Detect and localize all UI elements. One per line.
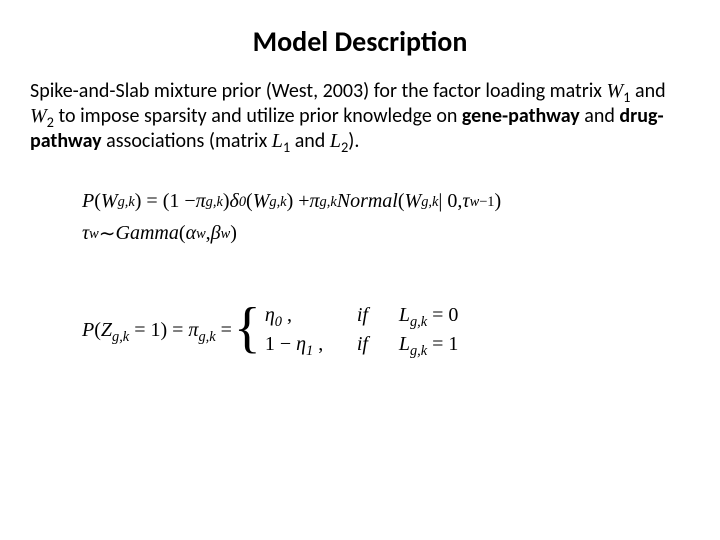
slide: Model Description Spike-and-Slab mixture… (0, 0, 720, 540)
para-text: Spike-and-Slab mixture prior (West, 2003… (30, 79, 607, 103)
para-text: associations (matrix (102, 129, 272, 153)
eq-symbol: ) (223, 190, 230, 213)
eq-symbol: 1 − (265, 333, 296, 355)
eq-symbol: , (313, 333, 323, 355)
eq-symbol: = 1) = (129, 319, 188, 341)
eq-symbol: η (265, 304, 275, 326)
eq-word-gamma: Gamma (116, 222, 179, 245)
eq-symbol: β (211, 222, 221, 245)
eq-symbol: P (82, 319, 94, 341)
eq-subscript: g,k (112, 329, 129, 345)
eq-symbol: τ (82, 222, 89, 245)
eq-symbol: W (405, 190, 422, 213)
equation-prior-w: P(Wg,k) = (1 − πg,k)δ0(Wg,k) + πg,kNorma… (82, 190, 690, 213)
eq-symbol: ( (94, 190, 101, 213)
eq-symbol: π (310, 190, 320, 213)
var-l1: L (272, 130, 283, 152)
var-w1: W (607, 80, 624, 102)
eq-subscript: g,k (410, 343, 427, 359)
eq-symbol: τ (462, 190, 469, 213)
eq-symbol: W (253, 190, 270, 213)
para-text: and (290, 129, 330, 153)
eq-symbol: = 0 (427, 304, 458, 326)
eq-symbol: ) (495, 190, 502, 213)
brace-icon: { (234, 300, 261, 356)
case-if: if (357, 333, 399, 356)
eq-subscript: g,k (198, 329, 215, 345)
case-condition: Lg,k = 0 (399, 304, 459, 327)
eq-symbol: ) = (1 − (135, 190, 196, 213)
equation-z-prior: P(Zg,k = 1) = πg,k = { η0 , if Lg,k = 0 … (82, 302, 690, 358)
eq-symbol: ( (94, 319, 101, 341)
equation-block-1: P(Wg,k) = (1 − πg,k)δ0(Wg,k) + πg,kNorma… (82, 190, 690, 246)
para-text: and (580, 104, 620, 128)
eq-symbol: , (282, 304, 292, 326)
para-text: to impose sparsity and utilize prior kno… (54, 104, 462, 128)
cases: η0 , if Lg,k = 0 1 − η1 , if Lg,k = 1 (265, 304, 459, 356)
eq-symbol: | 0, (438, 190, 462, 213)
eq-word-normal: Normal (337, 190, 398, 213)
eq-symbol: δ (230, 190, 239, 213)
case-if: if (357, 304, 399, 327)
eq-lhs: P(Zg,k = 1) = πg,k = (82, 319, 232, 342)
eq-symbol: ( (246, 190, 253, 213)
eq-symbol: = (216, 319, 232, 341)
case-row-0: η0 , if Lg,k = 0 (265, 304, 459, 327)
eq-symbol: ) + (287, 190, 310, 213)
eq-subscript: g,k (410, 314, 427, 330)
slide-title: Model Description (30, 24, 690, 59)
eq-symbol: π (188, 319, 198, 341)
body-paragraph: Spike-and-Slab mixture prior (West, 2003… (30, 79, 690, 154)
var-w2: W (30, 105, 47, 127)
para-text: and (630, 79, 665, 103)
eq-symbol: Z (101, 319, 112, 341)
para-text: ). (348, 129, 359, 153)
eq-symbol: π (196, 190, 206, 213)
eq-symbol: L (399, 304, 410, 326)
eq-subscript: 0 (275, 314, 282, 330)
equation-tau-prior: τw ∼ Gamma(αw, βw) (82, 221, 690, 246)
eq-symbol: ∼ (99, 221, 116, 246)
case-row-1: 1 − η1 , if Lg,k = 1 (265, 333, 459, 356)
eq-symbol: L (399, 333, 410, 355)
var-l2: L (330, 130, 341, 152)
eq-symbol: η (296, 333, 306, 355)
eq-symbol: α (186, 222, 197, 245)
eq-symbol: ) (230, 222, 237, 245)
equation-block-2: P(Zg,k = 1) = πg,k = { η0 , if Lg,k = 0 … (82, 302, 690, 358)
bold-gene-pathway: gene-pathway (462, 104, 580, 128)
eq-symbol: ( (398, 190, 405, 213)
case-value: η0 , (265, 304, 357, 327)
eq-symbol: ( (179, 222, 186, 245)
eq-symbol: = 1 (427, 333, 458, 355)
eq-symbol: P (82, 190, 94, 213)
case-condition: Lg,k = 1 (399, 333, 459, 356)
eq-symbol: W (101, 190, 118, 213)
case-value: 1 − η1 , (265, 333, 357, 356)
